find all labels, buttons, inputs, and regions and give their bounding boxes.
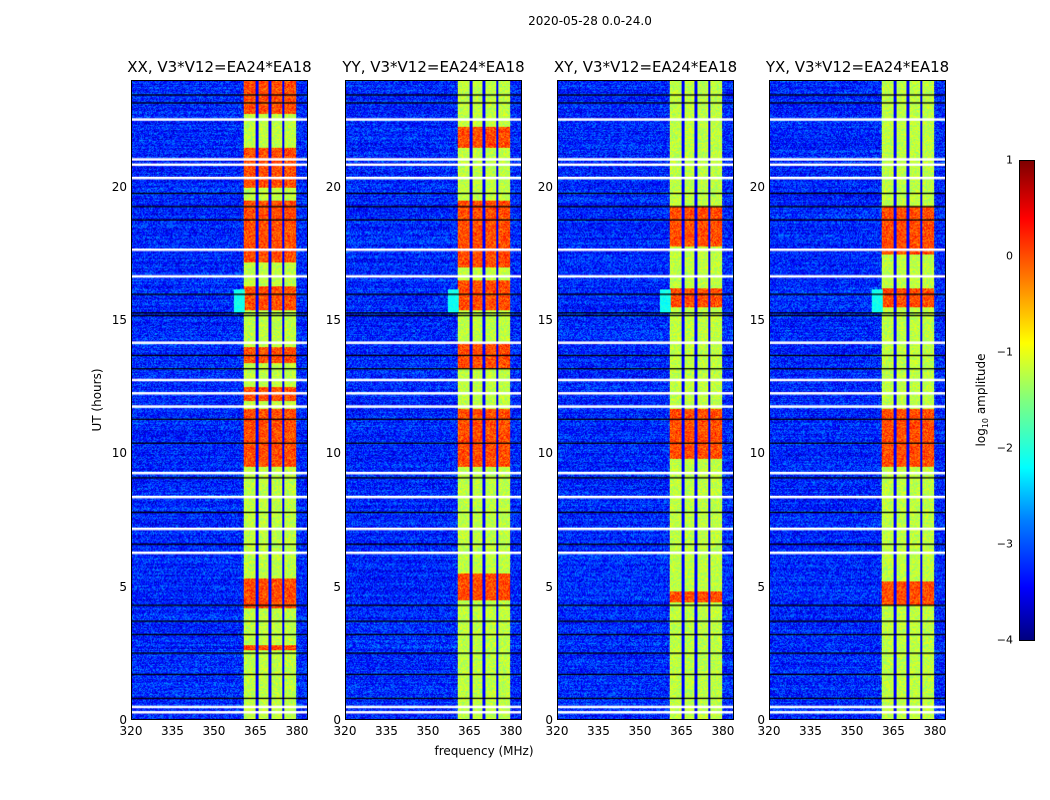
x-tick-label: 335 bbox=[375, 724, 398, 738]
spectrogram-panel bbox=[131, 80, 308, 720]
y-tick-label: 15 bbox=[111, 313, 127, 327]
x-tick-label: 320 bbox=[333, 724, 357, 738]
colorbar-tick-label: −3 bbox=[996, 537, 1013, 551]
spectrogram-panel bbox=[557, 80, 734, 720]
y-tick-label: 10 bbox=[325, 446, 341, 461]
y-tick-label: 0 bbox=[757, 713, 765, 727]
spectrogram-panel bbox=[769, 80, 946, 720]
panel-title: XY, V3*V12=EA24*EA18 bbox=[553, 58, 738, 76]
y-tick-label: 15 bbox=[537, 313, 553, 327]
spectrogram-heatmap bbox=[346, 81, 521, 719]
x-tick-label: 380 bbox=[499, 724, 523, 738]
colorbar-tick-label: −4 bbox=[996, 633, 1013, 647]
panel-title: XX, V3*V12=EA24*EA18 bbox=[127, 58, 312, 76]
x-tick-label: 380 bbox=[923, 724, 947, 738]
y-tick-label: 0 bbox=[545, 713, 553, 727]
colorbar-label: log10 amplitude bbox=[973, 353, 991, 447]
x-tick-label: 335 bbox=[161, 724, 184, 738]
y-tick-label: 20 bbox=[537, 179, 553, 194]
colorbar-tick-label: 0 bbox=[1006, 249, 1013, 263]
spectrogram-heatmap bbox=[558, 81, 733, 719]
y-tick-label: 5 bbox=[333, 579, 341, 594]
colorbar-tick-label: 1 bbox=[1006, 153, 1013, 167]
y-axis-label: UT (hours) bbox=[90, 368, 104, 432]
x-tick-label: 335 bbox=[587, 724, 610, 738]
spectrogram-heatmap bbox=[132, 81, 307, 719]
y-tick-label: 20 bbox=[325, 179, 341, 194]
colorbar-tick-label: −1 bbox=[996, 345, 1013, 359]
y-tick-label: 5 bbox=[545, 579, 553, 594]
y-tick-label: 0 bbox=[119, 713, 127, 727]
y-tick-label: 10 bbox=[749, 446, 765, 461]
x-tick-label: 350 bbox=[628, 724, 652, 738]
x-tick-label: 350 bbox=[416, 724, 440, 738]
y-tick-label: 15 bbox=[325, 313, 341, 327]
colorbar-tick-label: −2 bbox=[996, 441, 1013, 455]
y-tick-label: 20 bbox=[111, 179, 127, 194]
x-tick-label: 365 bbox=[458, 724, 481, 738]
x-tick-label: 320 bbox=[119, 724, 143, 738]
figure-title: 2020-05-28 0.0-24.0 bbox=[528, 14, 652, 28]
y-tick-label: 10 bbox=[111, 446, 127, 461]
y-tick-label: 5 bbox=[757, 579, 765, 594]
x-tick-label: 380 bbox=[285, 724, 309, 738]
x-tick-label: 335 bbox=[799, 724, 822, 738]
x-axis-label: frequency (MHz) bbox=[434, 744, 534, 758]
panel-title: YX, V3*V12=EA24*EA18 bbox=[765, 58, 950, 76]
y-tick-label: 15 bbox=[749, 313, 765, 327]
panel-title: YY, V3*V12=EA24*EA18 bbox=[342, 58, 525, 76]
y-tick-label: 5 bbox=[119, 579, 127, 594]
spectrogram-panel bbox=[345, 80, 522, 720]
x-tick-label: 320 bbox=[545, 724, 569, 738]
x-tick-label: 365 bbox=[670, 724, 693, 738]
x-tick-label: 365 bbox=[882, 724, 905, 738]
x-tick-label: 365 bbox=[244, 724, 267, 738]
x-tick-label: 320 bbox=[757, 724, 781, 738]
y-tick-label: 10 bbox=[537, 446, 553, 461]
x-tick-label: 380 bbox=[711, 724, 735, 738]
y-tick-label: 0 bbox=[333, 713, 341, 727]
y-tick-label: 20 bbox=[749, 179, 765, 194]
colorbar bbox=[1019, 160, 1035, 641]
x-tick-label: 350 bbox=[840, 724, 864, 738]
x-tick-label: 350 bbox=[202, 724, 226, 738]
spectrogram-heatmap bbox=[770, 81, 945, 719]
